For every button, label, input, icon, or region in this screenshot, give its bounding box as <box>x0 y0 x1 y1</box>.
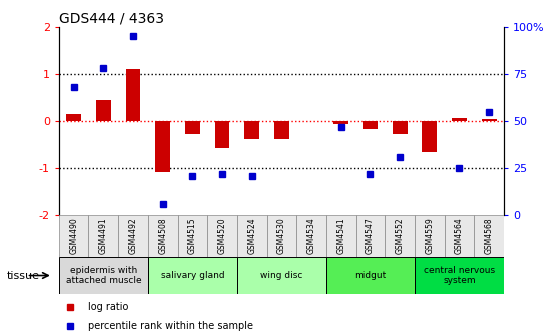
Bar <box>482 119 497 121</box>
Text: GSM4534: GSM4534 <box>306 217 316 254</box>
Bar <box>237 257 326 294</box>
Bar <box>415 215 445 257</box>
Bar <box>59 257 148 294</box>
Bar <box>296 215 326 257</box>
Text: central nervous
system: central nervous system <box>424 266 495 285</box>
Text: midgut: midgut <box>354 271 386 280</box>
Bar <box>267 215 296 257</box>
Bar <box>326 215 356 257</box>
Bar <box>155 121 170 172</box>
Text: GSM4520: GSM4520 <box>217 217 227 254</box>
Text: log ratio: log ratio <box>88 302 128 312</box>
Bar <box>237 215 267 257</box>
Text: GSM4508: GSM4508 <box>158 217 167 254</box>
Text: salivary gland: salivary gland <box>161 271 224 280</box>
Bar <box>356 215 385 257</box>
Bar <box>363 121 378 129</box>
Bar <box>274 121 289 139</box>
Text: GSM4530: GSM4530 <box>277 217 286 254</box>
Bar <box>415 257 504 294</box>
Text: wing disc: wing disc <box>260 271 302 280</box>
Text: GSM4552: GSM4552 <box>395 217 405 254</box>
Bar <box>422 121 437 152</box>
Bar <box>452 118 467 121</box>
Bar <box>445 215 474 257</box>
Bar <box>178 215 207 257</box>
Bar <box>244 121 259 139</box>
Bar <box>118 215 148 257</box>
Text: GDS444 / 4363: GDS444 / 4363 <box>59 12 164 26</box>
Text: GSM4515: GSM4515 <box>188 217 197 254</box>
Text: GSM4490: GSM4490 <box>69 217 78 254</box>
Bar <box>207 215 237 257</box>
Bar <box>88 215 118 257</box>
Bar <box>185 121 200 134</box>
Text: GSM4568: GSM4568 <box>484 217 494 254</box>
Text: GSM4524: GSM4524 <box>247 217 256 254</box>
Bar <box>59 215 88 257</box>
Bar <box>474 215 504 257</box>
Text: percentile rank within the sample: percentile rank within the sample <box>88 321 253 331</box>
Text: GSM4492: GSM4492 <box>128 217 138 254</box>
Text: epidermis with
attached muscle: epidermis with attached muscle <box>66 266 141 285</box>
Bar <box>333 121 348 124</box>
Text: tissue: tissue <box>7 270 40 281</box>
Bar <box>214 121 230 148</box>
Bar <box>393 121 408 134</box>
Text: GSM4541: GSM4541 <box>336 217 346 254</box>
Bar <box>66 114 81 121</box>
Bar <box>96 100 111 121</box>
Text: GSM4547: GSM4547 <box>366 217 375 254</box>
Bar <box>385 215 415 257</box>
Bar <box>148 215 178 257</box>
Bar <box>326 257 415 294</box>
Text: GSM4491: GSM4491 <box>99 217 108 254</box>
Bar <box>148 257 237 294</box>
Text: GSM4559: GSM4559 <box>425 217 435 254</box>
Text: GSM4564: GSM4564 <box>455 217 464 254</box>
Bar <box>125 69 141 121</box>
